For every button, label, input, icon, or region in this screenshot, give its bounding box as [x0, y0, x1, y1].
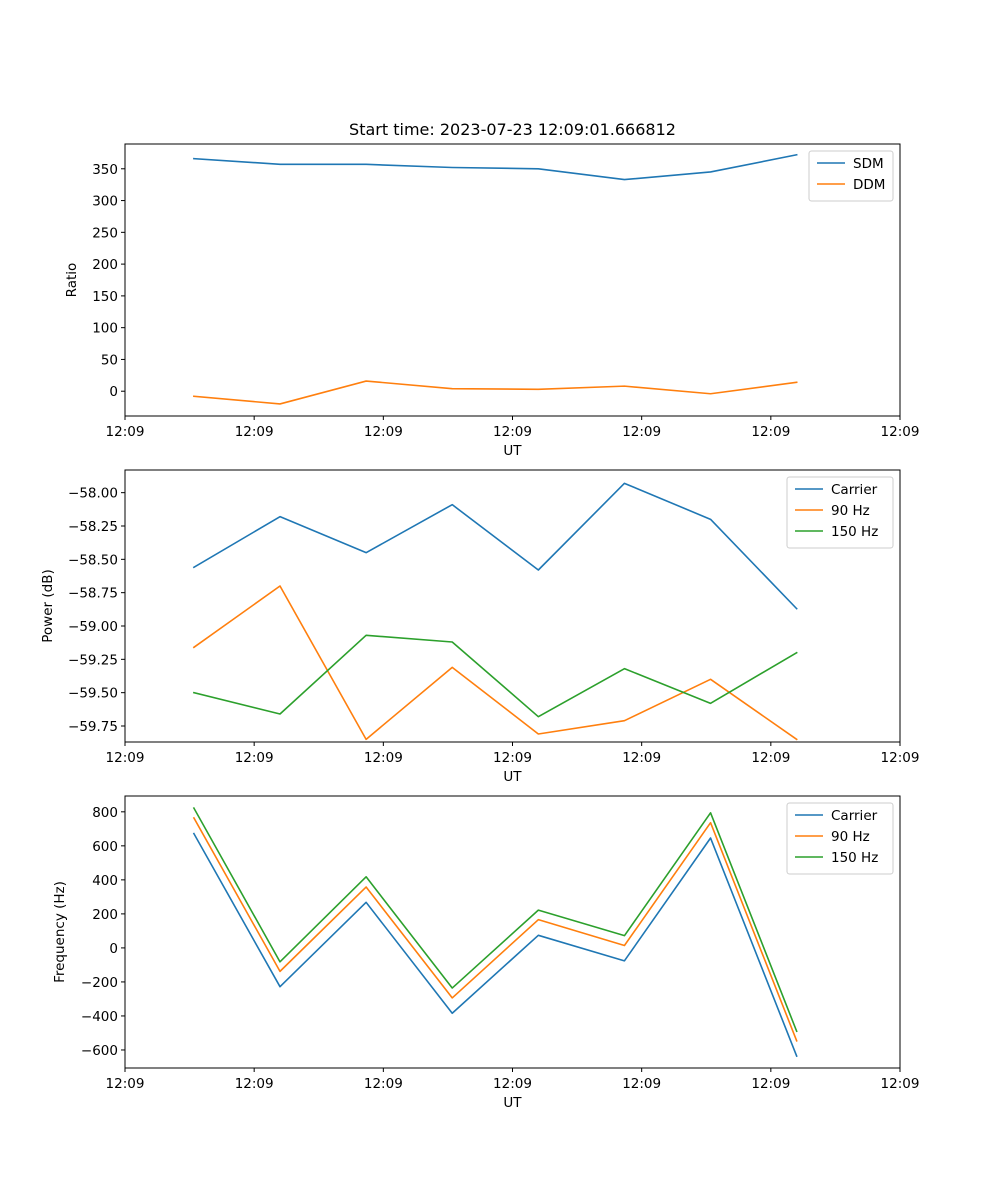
- y-tick-label: 100: [92, 321, 118, 337]
- y-tick-label: −58.75: [68, 586, 118, 602]
- legend-label: 150 Hz: [831, 524, 878, 540]
- y-tick-label: 150: [92, 289, 118, 305]
- legend-label: Carrier: [831, 482, 878, 498]
- x-tick-label: 12:09: [622, 424, 661, 440]
- y-tick-label: 0: [109, 384, 118, 400]
- y-tick-label: 200: [92, 257, 118, 273]
- x-tick-label: 12:09: [235, 750, 274, 766]
- ratio-chart: 12:09 12:09 12:09 12:09 12:09 12:09 12:09 0 50 10…: [64, 143, 920, 459]
- x-axis-label: UT: [503, 769, 522, 785]
- y-tick-label: −59.75: [68, 719, 118, 735]
- y-tick-label: 400: [92, 873, 118, 889]
- x-axis-label: UT: [503, 443, 522, 459]
- figure-title: Start time: 2023-07-23 12:09:01.666812: [349, 120, 676, 139]
- y-tick-label: −59.25: [68, 652, 118, 668]
- x-tick-label: 12:09: [364, 1076, 403, 1092]
- axes-frame: [124, 469, 901, 743]
- y-axis-label: Frequency (Hz): [52, 881, 68, 983]
- x-tick-label: 12:09: [881, 1076, 920, 1092]
- legend: SDM DDM: [808, 150, 894, 202]
- axes-frame: [124, 143, 901, 417]
- y-tick-label: −58.50: [68, 552, 118, 568]
- legend: Carrier 90 Hz 150 Hz: [786, 476, 894, 549]
- axes-frame: [124, 795, 901, 1069]
- y-tick-label: −58.25: [68, 519, 118, 535]
- x-tick-label: 12:09: [881, 424, 920, 440]
- x-tick-label: 12:09: [881, 750, 920, 766]
- legend-label: SDM: [853, 156, 884, 172]
- y-tick-label: 0: [109, 941, 118, 957]
- series-line-90-hz: [192, 816, 798, 1042]
- legend-label: DDM: [853, 177, 885, 193]
- power-chart: 12:09 12:09 12:09 12:09 12:09 12:09 12:09 −59.7…: [40, 469, 920, 785]
- legend-label: 90 Hz: [831, 829, 870, 845]
- y-tick-label: 250: [92, 225, 118, 241]
- y-tick-label: −600: [81, 1043, 118, 1059]
- y-tick-label: 300: [92, 194, 118, 210]
- series-line-carrier: [192, 482, 798, 610]
- legend-label: Carrier: [831, 808, 878, 824]
- x-tick-label: 12:09: [622, 1076, 661, 1092]
- x-axis-label: UT: [503, 1095, 522, 1111]
- x-tick-label: 12:09: [106, 1076, 145, 1092]
- legend-label: 90 Hz: [831, 503, 870, 519]
- series-line-sdm: [193, 153, 798, 181]
- series-line-90-hz: [192, 585, 798, 741]
- x-tick-label: 12:09: [493, 750, 532, 766]
- x-tick-label: 12:09: [106, 424, 145, 440]
- y-tick-label: −400: [81, 1009, 118, 1025]
- series-line-ddm: [193, 380, 798, 405]
- y-tick-label: 200: [92, 907, 118, 923]
- y-tick-label: −58.00: [68, 486, 118, 502]
- x-tick-label: 12:09: [493, 424, 532, 440]
- x-tick-label: 12:09: [364, 750, 403, 766]
- series-line-150-hz: [192, 806, 798, 1033]
- x-tick-label: 12:09: [751, 750, 790, 766]
- y-tick-label: 350: [92, 162, 118, 178]
- x-tick-label: 12:09: [106, 750, 145, 766]
- legend-label: 150 Hz: [831, 850, 878, 866]
- series-line-carrier: [192, 832, 798, 1058]
- y-tick-label: −200: [81, 975, 118, 991]
- legend: Carrier 90 Hz 150 Hz: [786, 802, 894, 875]
- x-tick-label: 12:09: [235, 1076, 274, 1092]
- x-tick-label: 12:09: [493, 1076, 532, 1092]
- y-tick-label: −59.00: [68, 619, 118, 635]
- y-tick-label: 50: [101, 352, 118, 368]
- x-tick-label: 12:09: [235, 424, 274, 440]
- y-tick-label: −59.50: [68, 686, 118, 702]
- y-axis-label: Ratio: [64, 263, 80, 298]
- y-tick-label: 800: [92, 805, 118, 821]
- series-line-150-hz: [192, 634, 798, 718]
- x-tick-label: 12:09: [751, 1076, 790, 1092]
- y-axis-label: Power (dB): [40, 569, 56, 642]
- y-tick-label: 600: [92, 839, 118, 855]
- x-tick-label: 12:09: [364, 424, 403, 440]
- x-tick-label: 12:09: [622, 750, 661, 766]
- x-tick-label: 12:09: [751, 424, 790, 440]
- frequency-chart: 12:09 12:09 12:09 12:09 12:09 12:09 12:09 −600 −…: [52, 795, 920, 1111]
